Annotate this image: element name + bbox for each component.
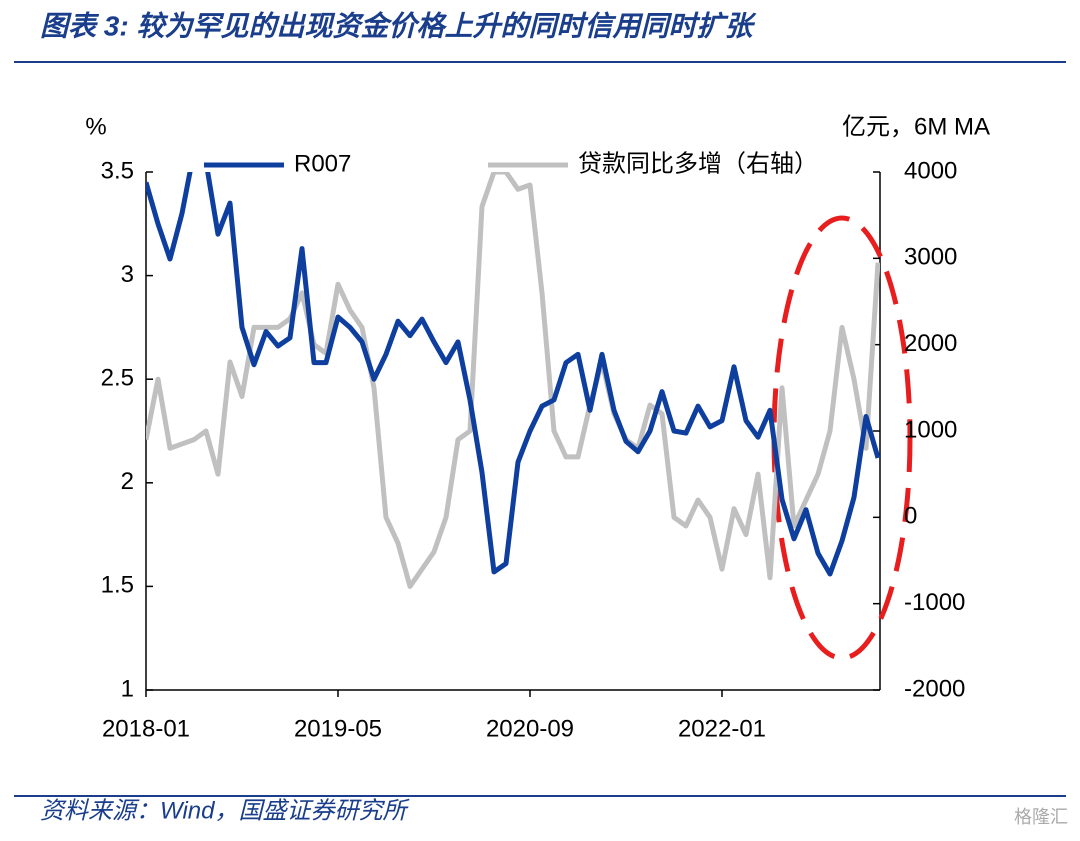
x-tick-label: 2019-05: [294, 715, 382, 742]
x-tick-label: 2022-01: [678, 715, 766, 742]
y2-axis-label: 亿元，6M MA: [842, 113, 990, 140]
y-tick-label: 1: [121, 675, 134, 702]
x-tick-label: 2020-09: [486, 715, 574, 742]
legend-label: R007: [294, 150, 351, 177]
y2-tick-label: 0: [904, 503, 917, 530]
x-tick-label: 2018-01: [102, 715, 190, 742]
y2-tick-label: -2000: [904, 675, 965, 702]
chart-title: 图表 3: 较为罕见的出现资金价格上升的同时信用同时扩张: [40, 10, 756, 41]
y2-tick-label: 3000: [904, 244, 957, 271]
y-tick-label: 2.5: [101, 365, 134, 392]
plot-area: [146, 172, 880, 589]
y-tick-label: 2: [121, 468, 134, 495]
y-axis-label: %: [85, 113, 106, 140]
series-line: [146, 172, 880, 589]
y2-tick-label: 2000: [904, 330, 957, 357]
y-tick-label: 1.5: [101, 572, 134, 599]
y2-tick-label: -1000: [904, 589, 965, 616]
source: 资料来源：Wind，国盛证券研究所: [40, 797, 410, 824]
legend-label: 贷款同比多增（右轴）: [578, 150, 818, 177]
y2-tick-label: 1000: [904, 416, 957, 443]
watermark: 格隆汇: [1014, 807, 1068, 827]
y-tick-label: 3.5: [101, 157, 134, 184]
y-tick-label: 3: [121, 261, 134, 288]
highlight-ellipse: [771, 215, 913, 661]
y2-tick-label: 4000: [904, 157, 957, 184]
series-line: [146, 172, 880, 577]
